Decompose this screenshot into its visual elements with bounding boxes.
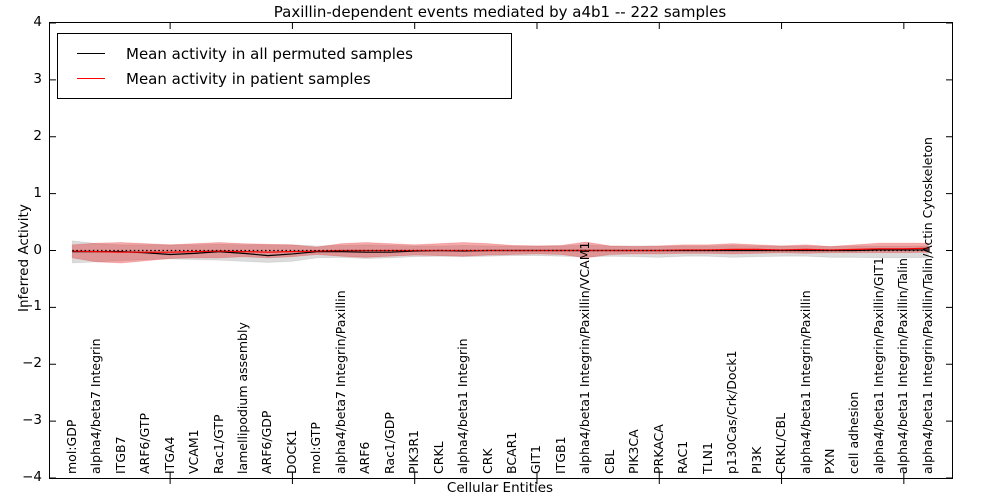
- chart-title: Paxillin-dependent events mediated by a4…: [273, 3, 727, 21]
- x-tick-label: ITGB1: [552, 436, 568, 474]
- x-tick-label: VCAM1: [186, 429, 202, 474]
- x-tick-label: ARF6/GTP: [137, 412, 153, 474]
- y-tick-label: −3: [22, 412, 42, 429]
- legend-line-permuted-icon: [77, 53, 105, 54]
- x-tick-label: alpha4/beta7 Integrin: [88, 338, 104, 474]
- y-tick-label: −4: [22, 469, 42, 485]
- legend-line-patient-icon: [77, 78, 105, 79]
- x-tick-label: PXN: [821, 448, 837, 474]
- x-tick-label: mol:GDP: [63, 419, 79, 474]
- x-tick-label: TLN1: [699, 442, 715, 474]
- x-tick-label: alpha4/beta1 Integrin/Paxillin/GIT1: [870, 257, 886, 474]
- x-tick-label: CBL: [601, 449, 617, 474]
- plot-area: [49, 22, 953, 484]
- legend-label-patient: Mean activity in patient samples: [126, 69, 371, 88]
- y-tick-label: 0: [33, 241, 42, 258]
- x-tick-label: PIK3R1: [406, 429, 422, 474]
- legend-label-permuted: Mean activity in all permuted samples: [126, 44, 413, 63]
- y-tick-label: −2: [22, 355, 42, 372]
- x-tick-label: PI3K: [748, 446, 764, 474]
- x-tick-label: ITGB7: [112, 436, 128, 474]
- x-tick-label: ARF6/GDP: [259, 410, 275, 474]
- x-tick-label: GIT1: [528, 445, 544, 474]
- legend-entry-permuted: Mean activity in all permuted samples: [58, 41, 511, 66]
- x-tick-label: cell adhesion: [846, 391, 862, 474]
- x-tick-label: DOCK1: [283, 429, 299, 474]
- x-tick-label: PIK3CA: [626, 429, 642, 474]
- y-tick-label: 1: [33, 184, 42, 201]
- x-tick-label: PRKACA: [650, 424, 666, 474]
- legend-entry-patient: Mean activity in patient samples: [58, 66, 511, 91]
- legend: Mean activity in all permuted samples Me…: [57, 33, 512, 99]
- x-tick-label: BCAR1: [504, 431, 520, 474]
- y-tick-label: 3: [33, 70, 42, 87]
- x-tick-label: RAC1: [675, 440, 691, 474]
- x-tick-label: ARF6: [357, 441, 373, 474]
- x-tick-label: ITGA4: [161, 436, 177, 474]
- x-tick-label: alpha4/beta1 Integrin/Paxillin/Talin: [895, 258, 911, 474]
- x-tick-label: alpha4/beta1 Integrin/Paxillin/Talin/Act…: [919, 137, 935, 474]
- x-tick-label: alpha4/beta1 Integrin/Paxillin/VCAM1: [577, 241, 593, 474]
- x-tick-label: CRK: [479, 448, 495, 474]
- x-axis-label: Cellular Entities: [446, 480, 554, 496]
- x-tick-label: p130Cas/Crk/Dock1: [724, 350, 740, 474]
- x-tick-label: Rac1/GDP: [381, 412, 397, 474]
- x-tick-label: lamellipodium assembly: [234, 322, 250, 474]
- y-tick-label: −1: [22, 298, 42, 315]
- y-tick-label: 2: [33, 127, 42, 144]
- x-tick-label: Rac1/GTP: [210, 414, 226, 474]
- x-tick-label: alpha4/beta1 Integrin/Paxillin: [797, 290, 813, 474]
- y-tick-label: 4: [33, 14, 42, 30]
- x-tick-label: CRKL/CBL: [773, 412, 789, 474]
- x-tick-label: alpha4/beta1 Integrin: [455, 338, 471, 474]
- x-tick-label: mol:GTP: [308, 422, 324, 474]
- x-tick-label: alpha4/beta7 Integrin/Paxillin: [332, 290, 348, 474]
- x-tick-label: CRKL: [430, 441, 446, 474]
